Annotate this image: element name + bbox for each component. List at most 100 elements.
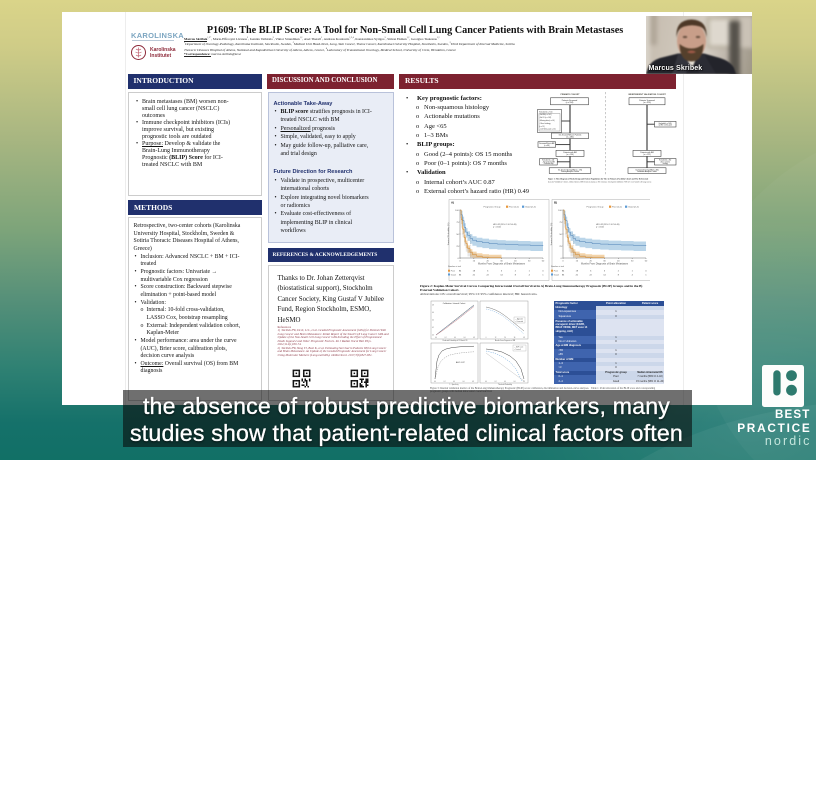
svg-text:1 - Specificity: 1 - Specificity [450, 383, 459, 386]
svg-text:Patients Screened: Patients Screened [562, 99, 577, 102]
svg-text:2: 2 [515, 271, 517, 273]
svg-text:Excluded (n = 24):: Excluded (n = 24): [542, 160, 555, 162]
svg-text:0.2: 0.2 [445, 337, 447, 339]
svg-text:4: 4 [632, 274, 634, 276]
svg-text:(n = 994): (n = 994) [566, 102, 574, 104]
svg-text:- No ICI (n = 142): - No ICI (n = 142) [539, 117, 551, 119]
svg-text:PRIMARY COHORT: PRIMARY COHORT [560, 93, 580, 96]
svg-text:6: 6 [590, 271, 592, 273]
svg-text:Number at risk: Number at risk [551, 265, 564, 268]
svg-text:Patients with BM: Patients with BM [563, 151, 577, 154]
svg-text:75: 75 [559, 222, 562, 224]
svg-text:84: 84 [459, 271, 462, 273]
svg-text:20: 20 [486, 260, 489, 262]
svg-text:ICI-Treated During BM (n = 170: ICI-Treated During BM (n = 170) [558, 168, 583, 171]
svg-text:p < 0.001: p < 0.001 [596, 226, 604, 229]
svg-text:(n = 122): (n = 122) [643, 154, 651, 156]
svg-text:(n = 15): (n = 15) [539, 126, 545, 128]
svg-text:1: 1 [529, 271, 531, 273]
svg-text:41: 41 [576, 274, 579, 276]
svg-text:B): B) [554, 201, 557, 205]
svg-text:60: 60 [645, 260, 648, 262]
svg-text:60: 60 [542, 260, 545, 262]
svg-text:0.4: 0.4 [504, 381, 506, 383]
svg-text:86: 86 [459, 274, 462, 276]
svg-text:Survival Probability (%): Survival Probability (%) [447, 222, 450, 245]
svg-text:14: 14 [603, 274, 606, 276]
svg-text:0.8: 0.8 [523, 381, 525, 383]
svg-text:Threshold Probability: Threshold Probability [498, 383, 512, 386]
svg-text:22: 22 [590, 274, 593, 276]
svg-text:ICI-Treated During BM (n = 86): ICI-Treated During BM (n = 86) [635, 168, 659, 171]
svg-text:0.4: 0.4 [453, 381, 455, 383]
svg-text:0.0: 0.0 [435, 337, 437, 339]
svg-text:0.4: 0.4 [454, 337, 456, 339]
svg-text:Months From Diagnosis of Brain: Months From Diagnosis of Brain Metastase… [581, 263, 629, 266]
svg-text:HR 0.32 (95% CI 0.21-0.49): HR 0.32 (95% CI 0.21-0.49) [493, 224, 517, 226]
svg-text:0.2: 0.2 [444, 381, 446, 383]
svg-text:0.6: 0.6 [432, 312, 434, 314]
svg-text:HR 0.32 (95% CI 0.21-0.49): HR 0.32 (95% CI 0.21-0.49) [596, 224, 620, 226]
svg-text:Prognostic Group: Prognostic Group [586, 206, 604, 209]
svg-text:Poor: Poor [451, 271, 456, 273]
svg-text:0: 0 [458, 258, 460, 260]
svg-text:10: 10 [576, 260, 579, 262]
svg-text:Poor: Poor [554, 271, 559, 273]
svg-text:0.6: 0.6 [514, 381, 516, 383]
svg-text:6: 6 [487, 271, 489, 273]
svg-text:0.6: 0.6 [464, 337, 466, 339]
svg-text:Deceased Prior to BM: Deceased Prior to BM [539, 142, 555, 145]
svg-text:-- Treat all: -- Treat all [514, 348, 521, 351]
svg-text:48: 48 [523, 337, 525, 339]
svg-text:- No ICI during BM: - No ICI during BM [542, 160, 555, 163]
svg-text:0: 0 [562, 260, 564, 262]
svg-text:0.4: 0.4 [432, 320, 434, 322]
svg-text:0: 0 [486, 337, 487, 339]
svg-text:Patients Screened: Patients Screened [639, 99, 654, 102]
svg-text:Poor (0-1): Poor (0-1) [509, 206, 519, 209]
svg-text:Excluded (n = 36):: Excluded (n = 36): [659, 160, 672, 162]
svg-text:(n = 282): (n = 282) [566, 136, 574, 138]
svg-text:0: 0 [459, 260, 461, 262]
svg-text:Primary Analysis Cohort: Primary Analysis Cohort [561, 170, 580, 173]
svg-text:8: 8 [618, 274, 620, 276]
svg-text:18: 18 [473, 271, 476, 273]
svg-text:Months From Diagnosis of Brain: Months From Diagnosis of Brain Metastase… [478, 263, 526, 266]
svg-text:(Greek) Validation Cohort. Abb: (Greek) Validation Cohort. Abbreviations… [548, 180, 652, 183]
svg-text:0.0: 0.0 [485, 381, 487, 383]
svg-text:1: 1 [645, 274, 647, 276]
svg-text:Survival Probability (%): Survival Probability (%) [550, 222, 553, 245]
svg-text:22: 22 [487, 274, 490, 276]
svg-text:25: 25 [456, 246, 459, 248]
svg-text:30: 30 [500, 260, 503, 262]
svg-text:Good (2-4): Good (2-4) [628, 207, 639, 209]
svg-text:INDEPENDENT VALIDATION COHORT: INDEPENDENT VALIDATION COHORT [628, 93, 666, 96]
svg-text:50: 50 [528, 260, 531, 262]
svg-text:A): A) [451, 201, 454, 205]
svg-text:Figure 1: Flow Diagram of Stud: Figure 1: Flow Diagram of Study Design a… [548, 178, 649, 181]
svg-text:- Other histology: - Other histology [539, 122, 551, 125]
svg-text:(n = 194): (n = 194) [566, 154, 574, 156]
svg-text:0: 0 [645, 271, 647, 273]
svg-text:20: 20 [589, 260, 592, 262]
svg-text:30: 30 [603, 260, 606, 262]
svg-text:75: 75 [456, 222, 459, 224]
svg-text:8: 8 [515, 274, 517, 276]
svg-text:24: 24 [504, 337, 506, 339]
svg-text:0.2: 0.2 [432, 327, 434, 329]
svg-text:(n = 320): (n = 320) [643, 102, 651, 104]
svg-text:36: 36 [514, 337, 516, 339]
svg-text:- Lost follow-up (n = 10): - Lost follow-up (n = 10) [539, 128, 556, 131]
svg-text:(n = 88): (n = 88) [544, 145, 550, 147]
svg-text:Good: Good [554, 274, 559, 276]
svg-text:Months From Diagnosis of BM: Months From Diagnosis of BM [495, 339, 516, 342]
svg-text:Excluded (n = 712):: Excluded (n = 712): [539, 111, 553, 113]
svg-text:4: 4 [529, 274, 531, 276]
svg-text:Number at risk: Number at risk [448, 265, 461, 268]
svg-text:41: 41 [473, 274, 476, 276]
svg-text:100: 100 [558, 210, 562, 212]
svg-text:25: 25 [559, 246, 562, 248]
svg-text:50: 50 [559, 234, 562, 236]
svg-text:Good: Good [451, 274, 456, 276]
svg-text:14: 14 [500, 274, 503, 276]
